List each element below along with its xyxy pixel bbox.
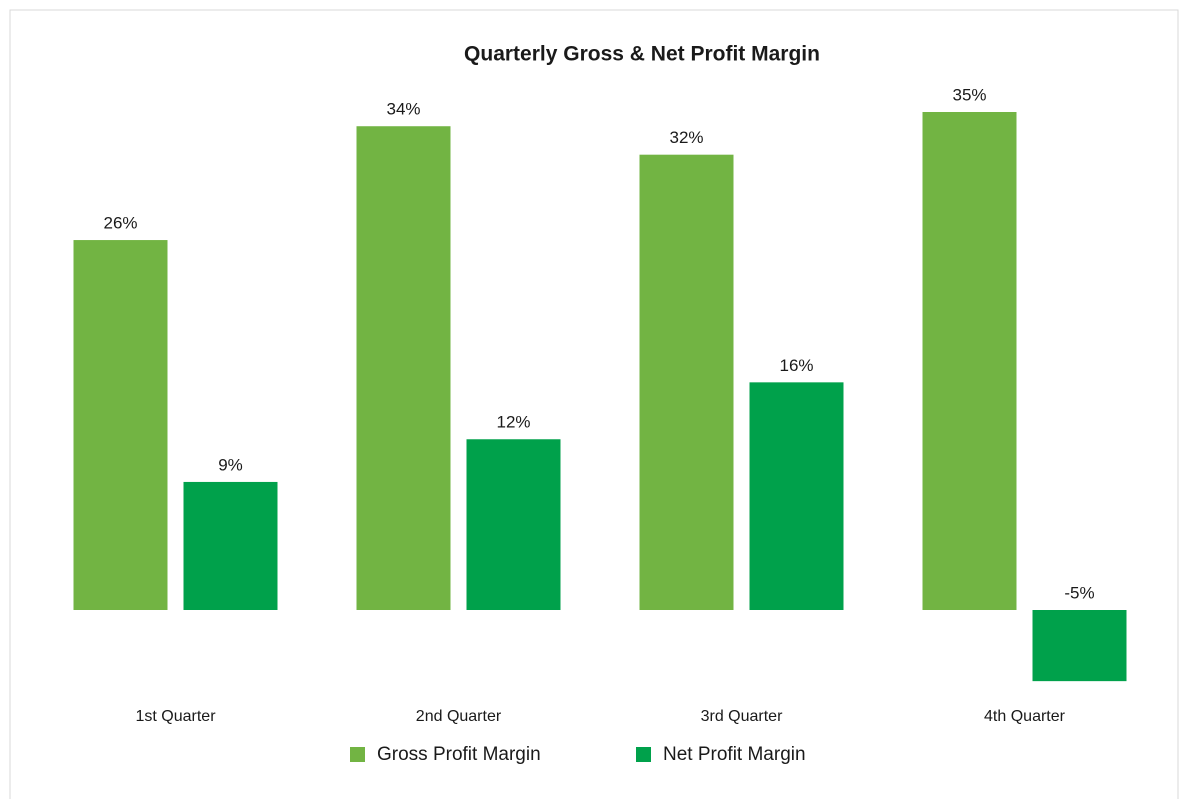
legend-label: Net Profit Margin	[663, 744, 806, 765]
legend-swatch	[350, 747, 365, 762]
bar	[639, 154, 734, 610]
legend-swatch	[636, 747, 651, 762]
data-label: 35%	[952, 85, 986, 104]
data-label: 32%	[669, 128, 703, 147]
x-tick-label: 2nd Quarter	[416, 708, 502, 725]
bar	[356, 126, 451, 610]
data-label: 16%	[779, 356, 813, 375]
bar	[922, 112, 1017, 610]
chart-title: Quarterly Gross & Net Profit Margin	[464, 43, 820, 66]
data-label: 9%	[218, 455, 243, 474]
legend-label: Gross Profit Margin	[377, 744, 541, 765]
x-tick-label: 3rd Quarter	[701, 708, 783, 725]
data-label: -5%	[1064, 583, 1094, 602]
x-tick-label: 1st Quarter	[135, 708, 216, 725]
x-tick-label: 4th Quarter	[984, 708, 1066, 725]
data-label: 26%	[103, 214, 137, 233]
bar	[183, 481, 278, 610]
bar	[1032, 610, 1127, 682]
data-label: 34%	[386, 100, 420, 119]
bar	[466, 439, 561, 610]
data-label: 12%	[496, 413, 530, 432]
bar	[749, 382, 844, 610]
bar	[73, 240, 168, 611]
